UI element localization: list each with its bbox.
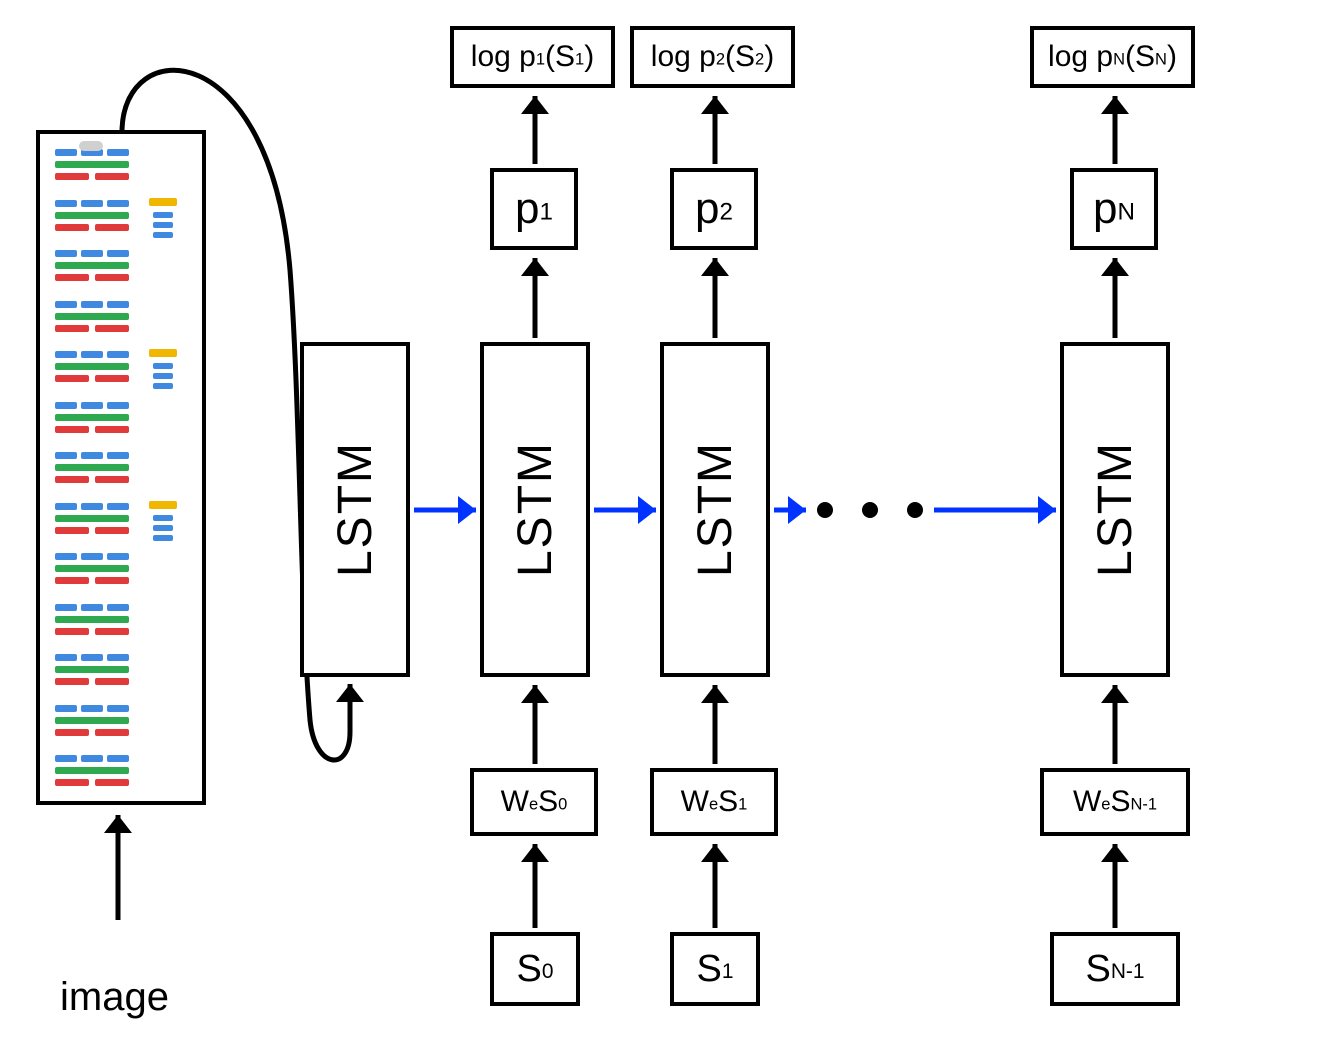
- lstm-box-2: LSTM: [660, 342, 770, 677]
- we-box-2: WeSN-1: [1040, 768, 1190, 836]
- we-box-1: WeS1: [650, 768, 778, 836]
- s-box-1: S1: [670, 932, 760, 1006]
- lstm-box-3: LSTM: [1060, 342, 1170, 677]
- s-box-2: SN-1: [1050, 932, 1180, 1006]
- logp-box-0: log p1(S1): [450, 26, 615, 88]
- p-box-0: p1: [490, 168, 578, 250]
- lstm-box-1: LSTM: [480, 342, 590, 677]
- image-input-label: image: [60, 975, 169, 1020]
- p-box-2: pN: [1070, 168, 1158, 250]
- logp-box-1: log p2(S2): [630, 26, 795, 88]
- logp-box-2: log pN(SN): [1030, 26, 1195, 88]
- cnn-network-panel: [36, 130, 206, 805]
- we-box-0: WeS0: [470, 768, 598, 836]
- p-box-1: p2: [670, 168, 758, 250]
- lstm-box-0: LSTM: [300, 342, 410, 677]
- s-box-0: S0: [490, 932, 580, 1006]
